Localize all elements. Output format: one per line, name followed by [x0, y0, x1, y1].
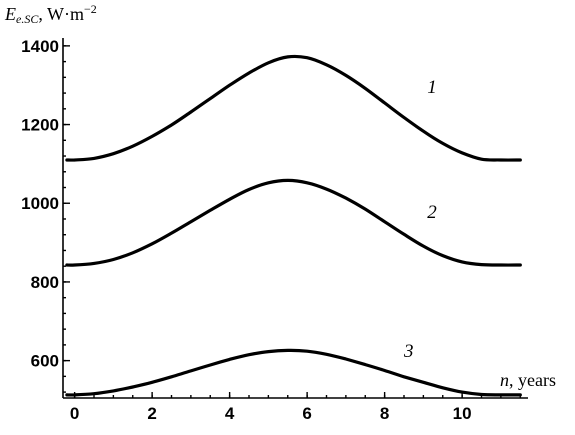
- y-tick-label: 800: [31, 273, 59, 292]
- series-line-1: [65, 54, 522, 162]
- y-axis-label: Ee.SC, W·m−2: [4, 2, 97, 26]
- x-tick-label: 6: [302, 404, 311, 423]
- series-line-2: [65, 178, 522, 267]
- x-tick-label: 0: [70, 404, 79, 423]
- series-label-1: 1: [427, 77, 437, 98]
- y-tick-label: 600: [31, 352, 59, 371]
- x-tick-label: 4: [225, 404, 235, 423]
- ticks: 600 800 1000 1200 1400 0 2 4 6 8 10: [21, 37, 521, 423]
- series-label-3: 3: [403, 341, 414, 362]
- y-tick-label: 1200: [21, 116, 59, 135]
- x-axis-label: n, years: [500, 370, 556, 390]
- series-line-3: [65, 348, 522, 397]
- y-tick-label: 1000: [21, 194, 59, 213]
- x-tick-label: 8: [380, 404, 389, 423]
- axes: [62, 38, 528, 399]
- x-tick-label: 2: [147, 404, 156, 423]
- y-tick-label: 1400: [21, 37, 59, 56]
- series-label-2: 2: [427, 202, 437, 223]
- x-tick-label: 10: [453, 404, 472, 423]
- series-group: 1 2 3: [65, 54, 522, 397]
